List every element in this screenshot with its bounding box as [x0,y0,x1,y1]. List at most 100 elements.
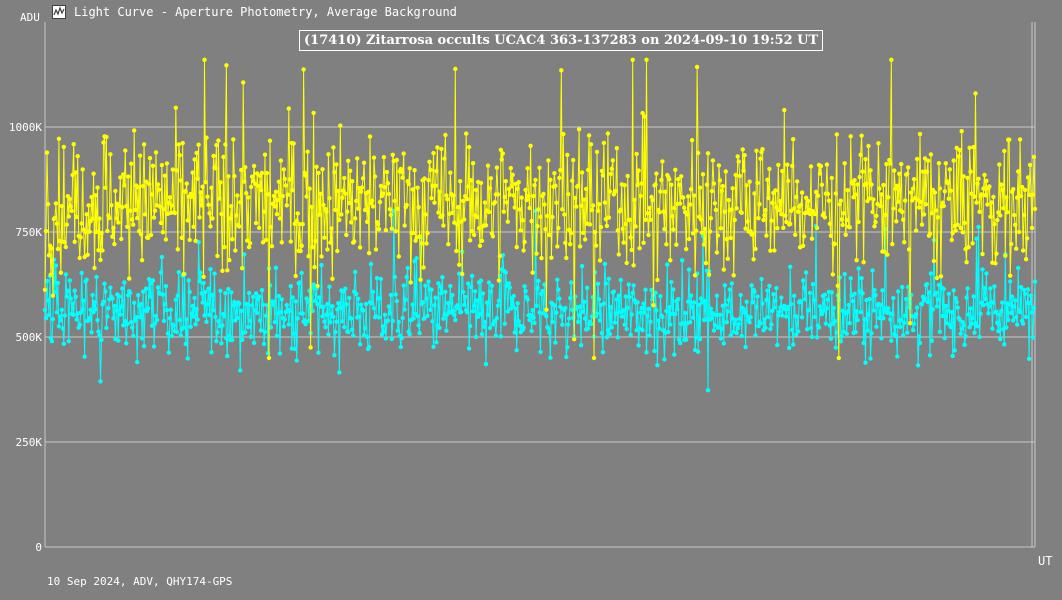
data-point [97,216,102,221]
data-point [670,214,675,219]
data-point [134,315,139,320]
data-point [181,272,186,277]
data-point [730,186,735,191]
data-point [344,302,349,307]
data-point [648,319,653,324]
data-point [679,174,684,179]
data-point [342,324,347,330]
data-point [998,213,1003,218]
data-point [623,294,628,299]
data-point [765,177,770,182]
data-point [606,215,612,220]
data-point [330,276,335,281]
data-point [694,64,700,70]
data-point [986,311,991,316]
data-point [416,323,421,328]
data-point [1031,154,1037,160]
data-point [95,185,100,190]
data-point [794,194,799,200]
data-point [640,327,645,333]
data-point [755,294,760,299]
data-point [814,335,820,340]
data-point [655,363,660,368]
data-point [45,202,51,207]
data-point [155,285,161,290]
data-point [837,202,842,207]
data-point [385,181,391,186]
data-point [581,299,587,304]
data-point [208,224,213,229]
data-point [371,306,377,311]
data-point [451,193,456,198]
data-point [101,140,106,145]
data-point [112,303,117,309]
data-point [1009,310,1014,316]
data-point [838,198,843,203]
data-point [260,302,266,307]
data-point [809,334,815,340]
data-point [1031,305,1037,311]
data-point [261,209,267,214]
data-point [129,320,134,325]
data-point [226,286,231,292]
data-point [405,265,410,271]
data-point [365,189,371,195]
data-point [858,309,863,315]
data-point [213,314,218,320]
data-point [807,290,813,296]
data-point [432,200,437,205]
data-point [893,324,898,329]
data-point [218,288,223,294]
data-point [388,292,394,298]
data-point [303,322,308,327]
data-point [445,197,450,202]
data-point [970,241,975,246]
x-axis-label: UT [1038,554,1052,568]
data-point [533,177,538,183]
data-point [968,169,973,174]
light-curve-app-icon[interactable] [52,5,66,19]
data-point [800,243,806,248]
data-point [948,188,953,193]
data-point [934,275,940,281]
data-point [473,334,479,340]
data-point [693,228,699,233]
data-point [686,299,691,304]
data-point [163,237,169,242]
data-point [202,313,207,318]
data-point [457,262,462,267]
data-point [233,248,238,253]
data-point [89,330,94,335]
data-point [230,337,235,343]
data-point [728,235,733,241]
data-point [364,219,370,224]
data-point [370,289,376,295]
data-point [576,183,581,188]
data-point [877,315,882,321]
data-point [183,189,188,194]
data-point [601,140,607,146]
y-tick-label: 0 [35,541,42,554]
data-point [561,131,566,137]
data-point [564,255,569,261]
data-point [105,228,110,234]
data-point [686,267,692,272]
data-point [1026,356,1032,361]
data-point [160,292,166,297]
data-point [170,167,175,172]
data-point [326,152,331,157]
data-point [337,370,342,375]
data-point [373,247,379,252]
data-point [662,226,667,232]
data-point [903,198,908,203]
data-point [627,294,632,300]
data-point [940,200,945,205]
data-point [455,222,460,227]
data-point [386,304,392,309]
data-point [221,154,226,160]
data-point [470,309,476,314]
data-point [1016,265,1021,271]
data-point [871,308,876,313]
data-point [156,187,162,192]
data-point [153,150,159,155]
